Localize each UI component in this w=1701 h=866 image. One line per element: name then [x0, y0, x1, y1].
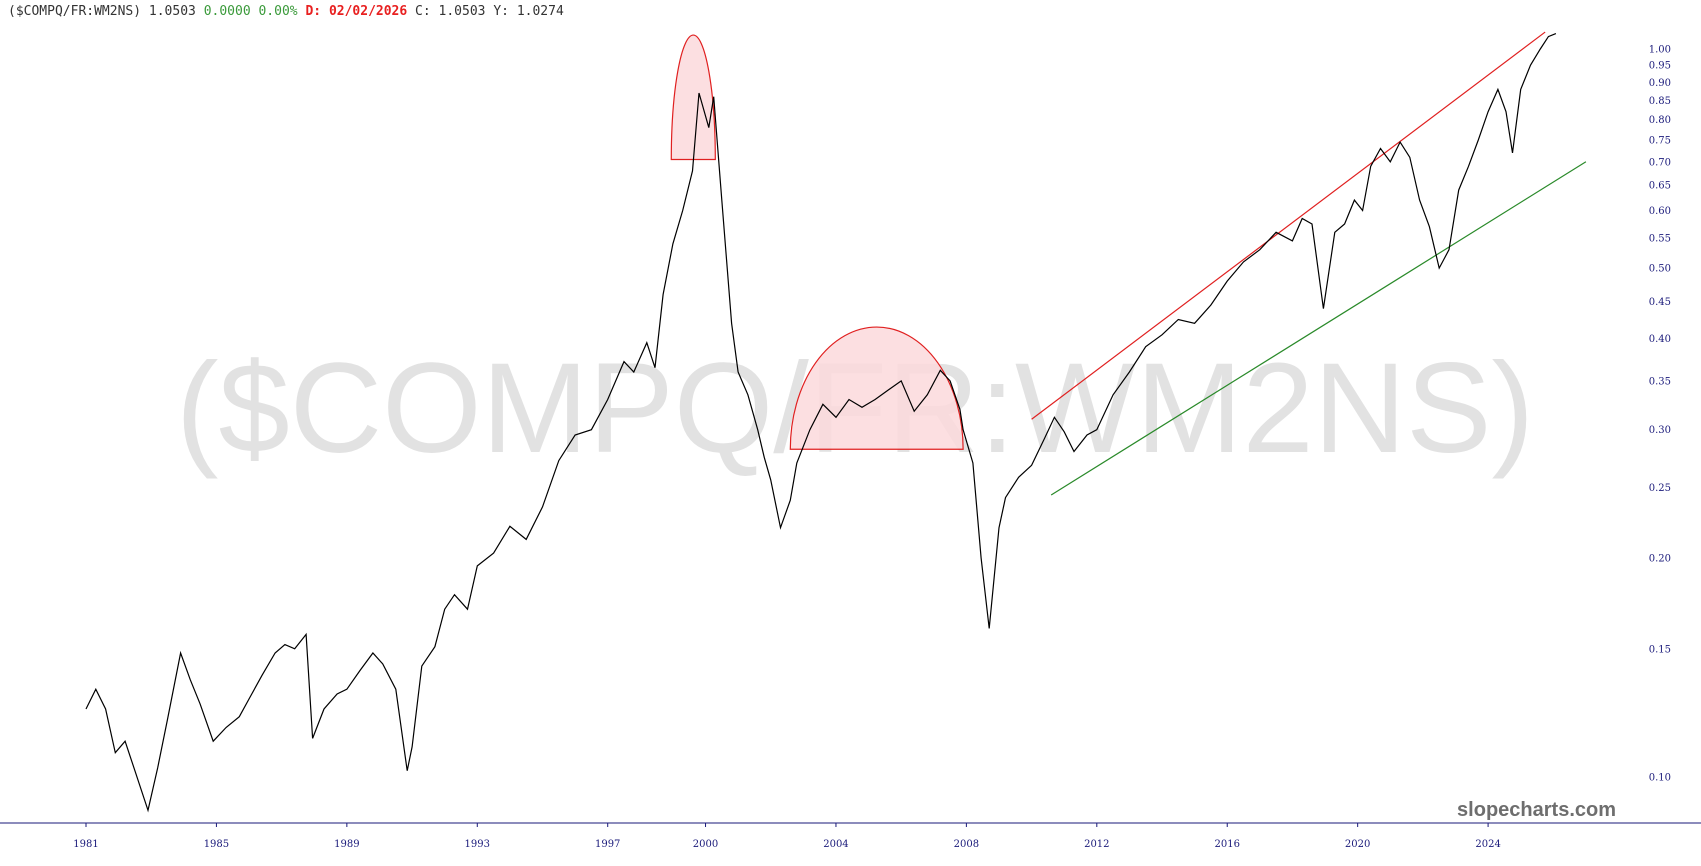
y-tick-label: 0.45 — [1649, 297, 1671, 308]
x-tick-label: 2012 — [1084, 839, 1109, 850]
x-tick-label: 2000 — [693, 839, 718, 850]
y-tick-label: 0.35 — [1649, 376, 1671, 387]
x-axis: 1981 1985 1989 1993 1997 2000 2004 2008 2012 2016… — [73, 823, 1501, 850]
y-tick-label: 0.95 — [1649, 61, 1671, 72]
y-tick-label: 0.90 — [1649, 78, 1671, 89]
y-tick-label: 0.80 — [1649, 115, 1671, 126]
y-tick-label: 0.15 — [1649, 644, 1671, 655]
y-tick-label: 0.85 — [1649, 96, 1671, 107]
x-tick-label: 2020 — [1345, 839, 1370, 850]
dome-pattern-1 — [671, 35, 715, 159]
y-tick-label: 0.20 — [1649, 553, 1671, 564]
brand-watermark: slopecharts.com — [1457, 799, 1616, 821]
y-tick-label: 0.40 — [1649, 334, 1671, 345]
x-tick-label: 2008 — [954, 839, 979, 850]
x-tick-label: 2004 — [823, 839, 848, 850]
x-tick-label: 1993 — [465, 839, 490, 850]
y-tick-label: 0.70 — [1649, 157, 1671, 168]
y-tick-label: 0.75 — [1649, 135, 1671, 146]
x-tick-label: 2024 — [1475, 839, 1500, 850]
y-tick-label: 1.00 — [1649, 45, 1671, 56]
y-tick-label: 0.10 — [1649, 773, 1671, 784]
y-tick-label: 0.25 — [1649, 483, 1671, 494]
y-axis: 0.10 0.15 0.20 0.25 0.30 0.35 0.40 0.45 0.50 0.55… — [1649, 45, 1671, 784]
x-tick-label: 1997 — [595, 839, 620, 850]
y-tick-label: 0.55 — [1649, 234, 1671, 245]
y-tick-label: 0.50 — [1649, 264, 1671, 275]
x-tick-label: 1981 — [73, 839, 98, 850]
x-tick-label: 1989 — [334, 839, 359, 850]
x-tick-label: 2016 — [1215, 839, 1240, 850]
y-tick-label: 0.60 — [1649, 206, 1671, 217]
x-tick-label: 1985 — [204, 839, 229, 850]
y-tick-label: 0.65 — [1649, 181, 1671, 192]
y-tick-label: 0.30 — [1649, 425, 1671, 436]
